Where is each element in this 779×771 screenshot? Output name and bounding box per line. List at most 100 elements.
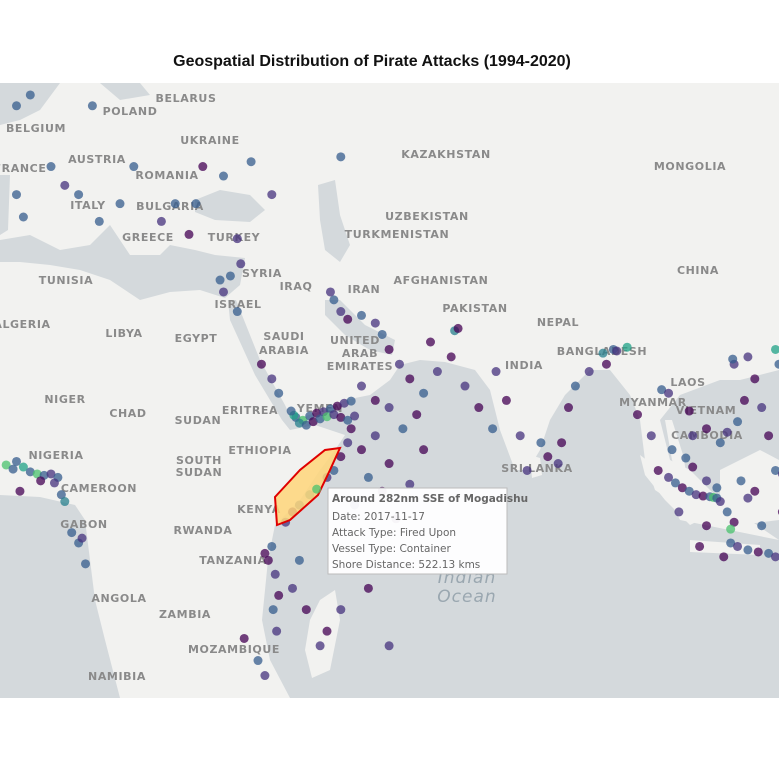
attack-point[interactable] <box>198 162 208 172</box>
attack-point[interactable] <box>491 367 501 377</box>
attack-point[interactable] <box>757 521 767 531</box>
attack-point[interactable] <box>695 541 705 551</box>
attack-point[interactable] <box>743 493 753 503</box>
attack-point[interactable] <box>733 541 743 551</box>
attack-point[interactable] <box>419 445 429 455</box>
attack-point[interactable] <box>33 74 42 83</box>
attack-point[interactable] <box>129 162 139 172</box>
attack-point[interactable] <box>384 641 394 651</box>
attack-point[interactable] <box>771 552 779 562</box>
attack-point[interactable] <box>301 420 311 430</box>
attack-point[interactable] <box>405 479 415 489</box>
attack-point[interactable] <box>598 348 608 358</box>
attack-point[interactable] <box>601 359 611 369</box>
attack-point[interactable] <box>543 452 553 462</box>
attack-point[interactable] <box>712 483 722 493</box>
attack-point[interactable] <box>294 418 304 428</box>
attack-point[interactable] <box>260 671 270 681</box>
attack-point[interactable] <box>622 342 632 352</box>
attack-point[interactable] <box>736 476 746 486</box>
attack-point[interactable] <box>722 427 732 437</box>
attack-point[interactable] <box>115 199 125 209</box>
attack-point[interactable] <box>336 605 346 615</box>
attack-point[interactable] <box>677 483 687 493</box>
attack-point[interactable] <box>56 490 66 500</box>
attack-point[interactable] <box>270 569 280 579</box>
attack-point[interactable] <box>94 216 104 226</box>
attack-point[interactable] <box>743 352 753 362</box>
attack-point[interactable] <box>370 318 380 328</box>
attack-point[interactable] <box>688 431 698 441</box>
attack-point[interactable] <box>74 190 84 200</box>
attack-point[interactable] <box>77 533 87 543</box>
attack-point[interactable] <box>236 259 246 269</box>
attack-point[interactable] <box>267 190 277 200</box>
attack-point[interactable] <box>670 478 680 488</box>
attack-point[interactable] <box>719 552 729 562</box>
attack-point[interactable] <box>774 359 779 369</box>
attack-point[interactable] <box>728 354 738 364</box>
attack-point[interactable] <box>32 469 42 479</box>
attack-point[interactable] <box>25 467 35 477</box>
attack-point[interactable] <box>657 385 667 395</box>
attack-point[interactable] <box>286 406 296 416</box>
attack-point[interactable] <box>170 199 180 209</box>
attack-point[interactable] <box>343 314 353 324</box>
attack-point[interactable] <box>329 295 339 305</box>
attack-point[interactable] <box>336 412 346 422</box>
attack-point[interactable] <box>46 469 56 479</box>
attack-point[interactable] <box>702 424 711 434</box>
attack-point[interactable] <box>315 414 325 424</box>
attack-point[interactable] <box>49 478 59 488</box>
attack-point[interactable] <box>272 626 282 636</box>
attack-point[interactable] <box>426 337 435 347</box>
attack-point[interactable] <box>564 403 573 413</box>
attack-point[interactable] <box>453 323 463 333</box>
attack-point[interactable] <box>215 275 225 285</box>
attack-point[interactable] <box>633 410 642 420</box>
attack-point[interactable] <box>726 524 736 534</box>
attack-point[interactable] <box>274 590 284 600</box>
attack-point[interactable] <box>702 476 711 486</box>
attack-point[interactable] <box>322 626 332 636</box>
attack-point[interactable] <box>501 395 511 405</box>
attack-point[interactable] <box>219 287 228 297</box>
attack-point[interactable] <box>698 491 708 501</box>
attack-point[interactable] <box>315 641 325 651</box>
attack-point[interactable] <box>726 538 736 548</box>
attack-point[interactable] <box>312 484 322 494</box>
attack-point[interactable] <box>301 605 311 615</box>
attack-point[interactable] <box>232 234 242 244</box>
attack-point[interactable] <box>557 438 567 448</box>
attack-point[interactable] <box>81 559 90 569</box>
attack-point[interactable] <box>722 507 732 517</box>
attack-point[interactable] <box>739 395 749 405</box>
attack-point[interactable] <box>1 460 11 470</box>
attack-point[interactable] <box>370 431 380 441</box>
attack-point[interactable] <box>729 517 739 527</box>
attack-point[interactable] <box>384 459 394 469</box>
attack-point[interactable] <box>322 412 332 422</box>
attack-point[interactable] <box>553 459 563 469</box>
attack-point[interactable] <box>357 310 366 320</box>
attack-point[interactable] <box>60 180 70 190</box>
attack-point[interactable] <box>363 472 373 482</box>
attack-point[interactable] <box>753 547 763 557</box>
attack-point[interactable] <box>702 521 711 531</box>
attack-point[interactable] <box>394 359 404 369</box>
attack-point[interactable] <box>232 307 242 317</box>
attack-point[interactable] <box>308 417 318 427</box>
attack-point[interactable] <box>522 465 532 475</box>
attack-point[interactable] <box>332 401 342 411</box>
attack-point[interactable] <box>398 424 408 434</box>
attack-point[interactable] <box>18 462 28 472</box>
attack-point[interactable] <box>191 199 201 209</box>
attack-point[interactable] <box>268 605 278 615</box>
attack-point[interactable] <box>646 431 656 441</box>
attack-point[interactable] <box>46 162 56 172</box>
attack-point[interactable] <box>60 497 70 507</box>
attack-point[interactable] <box>15 486 25 496</box>
attack-point[interactable] <box>357 445 366 455</box>
attack-point[interactable] <box>750 374 760 384</box>
attack-point[interactable] <box>419 388 429 398</box>
